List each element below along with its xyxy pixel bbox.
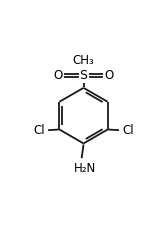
Text: Cl: Cl xyxy=(122,124,134,137)
Text: O: O xyxy=(54,69,63,82)
Text: CH₃: CH₃ xyxy=(73,54,94,67)
Text: Cl: Cl xyxy=(33,124,45,137)
Text: S: S xyxy=(80,69,88,82)
Text: O: O xyxy=(104,69,113,82)
Text: H₂N: H₂N xyxy=(73,162,96,175)
